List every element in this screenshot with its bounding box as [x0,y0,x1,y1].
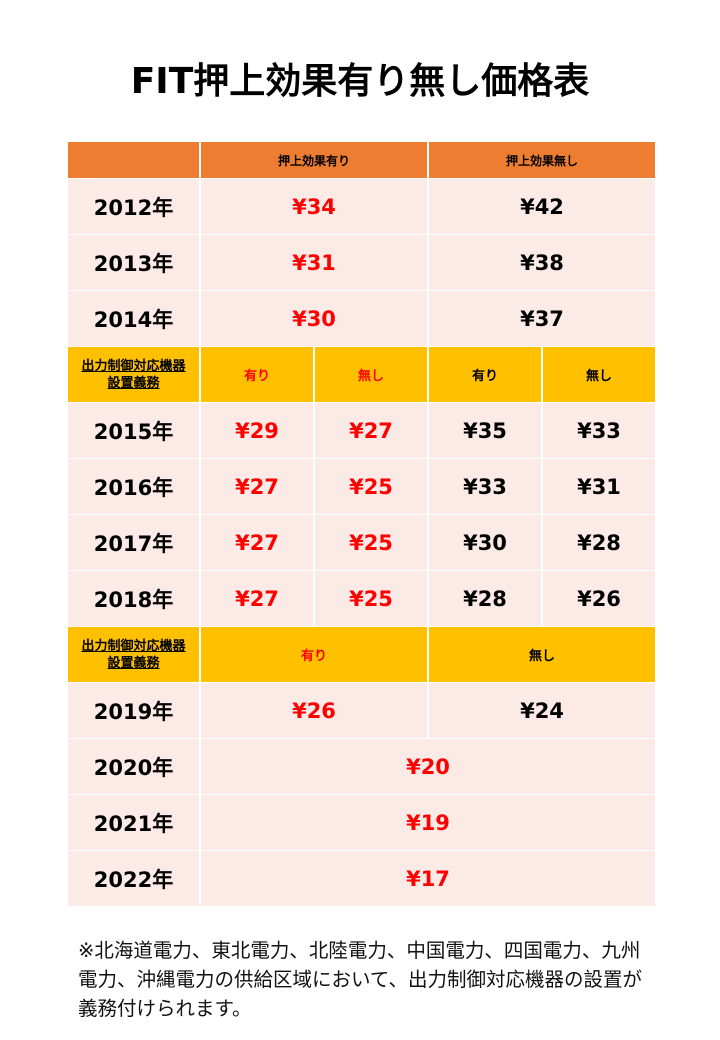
price-cell: ¥25 [315,571,427,626]
table-header-row: 押上効果有り 押上効果無し [68,142,655,178]
table-row: 2014年 ¥30 ¥37 [68,291,655,346]
year-cell: 2020年 [68,739,199,794]
obligation-label: 出力制御対応機器 設置義務 [68,347,199,402]
price-cell: ¥26 [201,683,427,738]
year-cell: 2018年 [68,571,199,626]
header-blank [68,142,199,178]
page-title: FIT押上効果有り無し価格表 [130,61,590,102]
without-yes-header: 有り [429,347,541,402]
with-yes-header: 有り [201,347,313,402]
price-cell: ¥37 [429,291,655,346]
price-cell: ¥31 [201,235,427,290]
price-cell: ¥34 [201,179,427,234]
price-table: 押上効果有り 押上効果無し 2012年 ¥34 ¥42 2013年 ¥31 ¥3… [66,141,657,907]
price-cell: ¥20 [201,739,655,794]
price-cell: ¥28 [543,515,655,570]
price-cell: ¥24 [429,683,655,738]
table-row: 2019年 ¥26 ¥24 [68,683,655,738]
table-row: 2020年 ¥20 [68,739,655,794]
year-cell: 2014年 [68,291,199,346]
obligation-label-line: 設置義務 [107,375,160,391]
no-header: 無し [429,627,655,682]
price-cell: ¥28 [429,571,541,626]
table-row: 2013年 ¥31 ¥38 [68,235,655,290]
table-row: 2022年 ¥17 [68,851,655,906]
year-cell: 2015年 [68,403,199,458]
footnote: ※北海道電力、東北電力、北陸電力、中国電力、四国電力、九州電力、沖縄電力の供給区… [78,939,642,1020]
price-cell: ¥17 [201,851,655,906]
header-with-effect: 押上効果有り [201,142,427,178]
price-cell: ¥38 [429,235,655,290]
price-cell: ¥42 [429,179,655,234]
header-without-effect: 押上効果無し [429,142,655,178]
table-row: 2015年 ¥29 ¥27 ¥35 ¥33 [68,403,655,458]
obligation-header-row: 出力制御対応機器 設置義務 有り 無し [68,627,655,682]
with-no-header: 無し [315,347,427,402]
obligation-label-line: 出力制御対応機器 [81,358,186,374]
price-cell: ¥31 [543,459,655,514]
year-cell: 2017年 [68,515,199,570]
yes-header: 有り [201,627,427,682]
year-cell: 2021年 [68,795,199,850]
table-row: 2018年 ¥27 ¥25 ¥28 ¥26 [68,571,655,626]
price-cell: ¥27 [201,515,313,570]
price-cell: ¥33 [429,459,541,514]
without-no-header: 無し [543,347,655,402]
price-cell: ¥35 [429,403,541,458]
year-cell: 2022年 [68,851,199,906]
price-cell: ¥25 [315,515,427,570]
price-cell: ¥29 [201,403,313,458]
table-row: 2017年 ¥27 ¥25 ¥30 ¥28 [68,515,655,570]
table-row: 2021年 ¥19 [68,795,655,850]
price-cell: ¥30 [201,291,427,346]
table-row: 2012年 ¥34 ¥42 [68,179,655,234]
obligation-label-line: 設置義務 [107,655,160,671]
price-cell: ¥26 [543,571,655,626]
price-cell: ¥33 [543,403,655,458]
year-cell: 2019年 [68,683,199,738]
year-cell: 2012年 [68,179,199,234]
obligation-label: 出力制御対応機器 設置義務 [68,627,199,682]
price-cell: ¥30 [429,515,541,570]
price-cell: ¥27 [315,403,427,458]
price-cell: ¥25 [315,459,427,514]
obligation-label-line: 出力制御対応機器 [81,638,186,654]
table-row: 2016年 ¥27 ¥25 ¥33 ¥31 [68,459,655,514]
year-cell: 2016年 [68,459,199,514]
obligation-header-row: 出力制御対応機器 設置義務 有り 無し 有り 無し [68,347,655,402]
price-cell: ¥19 [201,795,655,850]
price-cell: ¥27 [201,571,313,626]
year-cell: 2013年 [68,235,199,290]
price-cell: ¥27 [201,459,313,514]
